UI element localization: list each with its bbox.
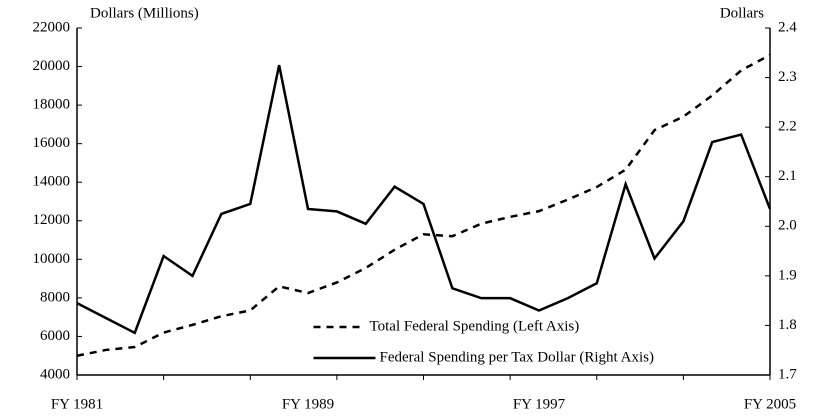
y2-tick-label: 2.4	[778, 19, 797, 35]
y2-tick-label: 2.1	[778, 168, 797, 184]
y2-tick-label: 1.9	[778, 267, 797, 283]
y-tick-label: 12000	[33, 212, 71, 228]
y-tick-label: 6000	[40, 328, 70, 344]
y-axis-label: Dollars (Millions)	[90, 5, 199, 21]
y-tick-label: 20000	[33, 58, 71, 74]
line-series	[76, 53, 771, 357]
y-tick-label: 16000	[33, 135, 71, 151]
y-tick-label: 14000	[33, 174, 71, 190]
y-tick-label: 10000	[33, 251, 71, 267]
y-tick-label: 18000	[33, 97, 71, 113]
legend-label: Total Federal Spending (Left Axis)	[370, 318, 580, 334]
x-tick-label: FY 2005	[744, 396, 796, 412]
line-series	[76, 64, 772, 335]
x-tick-label: FY 1981	[51, 396, 103, 412]
x-tick-label: FY 1997	[513, 396, 566, 412]
x-tick-label: FY 1989	[282, 396, 334, 412]
y2-tick-label: 2.3	[778, 69, 797, 85]
legend-label: Federal Spending per Tax Dollar (Right A…	[380, 349, 654, 365]
y-tick-label: 4000	[40, 366, 70, 382]
y2-tick-label: 1.8	[778, 317, 797, 333]
y2-tick-label: 1.7	[778, 366, 797, 382]
y2-tick-label: 2.0	[778, 218, 797, 234]
y2-axis-label: Dollars	[720, 5, 764, 21]
y2-tick-label: 2.2	[778, 119, 797, 135]
y-tick-label: 22000	[33, 19, 71, 35]
y-tick-label: 8000	[40, 289, 70, 305]
